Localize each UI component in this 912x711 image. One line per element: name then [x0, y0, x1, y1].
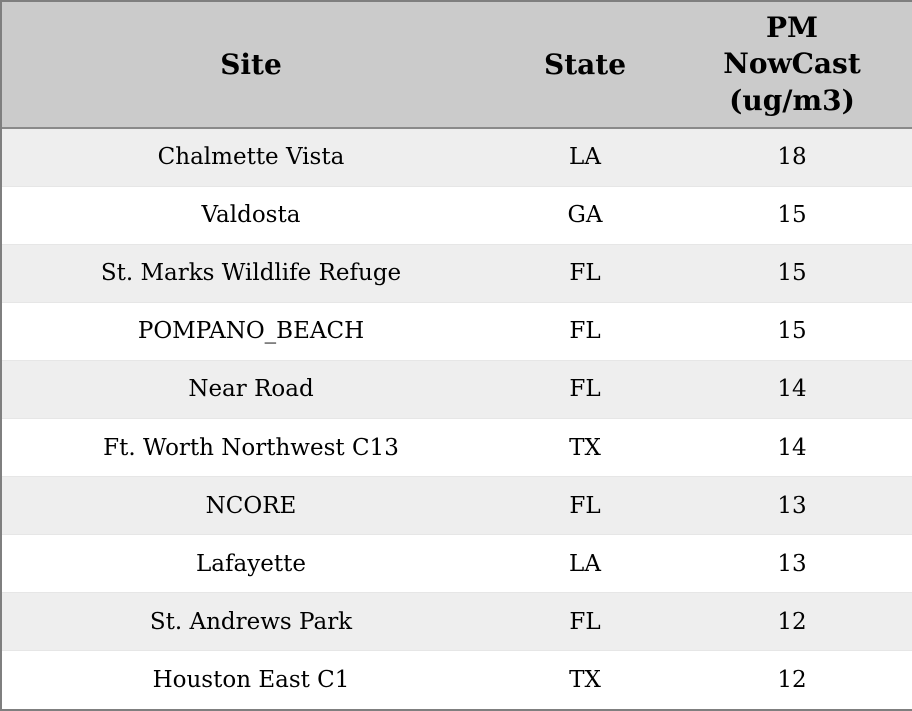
- cell-pm-nowcast: 12: [670, 592, 912, 652]
- cell-state: FL: [500, 244, 670, 303]
- cell-pm-nowcast: 14: [670, 418, 912, 478]
- table-row: Lafayette LA 13: [2, 534, 912, 594]
- table-row: St. Andrews Park FL 12: [2, 592, 912, 652]
- cell-pm-nowcast: 12: [777, 667, 807, 694]
- table-row: POMPANO_BEACH FL 15: [2, 302, 912, 361]
- column-header-site: Site: [2, 2, 500, 129]
- cell-state: FL: [500, 592, 670, 652]
- table-row: Ft. Worth Northwest C13 TX 14: [2, 418, 912, 478]
- cell-pm-nowcast: 15: [670, 244, 912, 303]
- table-row: Near Road FL 14: [2, 360, 912, 419]
- cell-site: NCORE: [2, 476, 500, 536]
- cell-state: LA: [500, 534, 670, 594]
- table-header: Site State PM NowCast (ug/m3): [2, 2, 912, 129]
- cell-state: TX: [500, 418, 670, 478]
- cell-state: TX: [569, 667, 601, 694]
- cell-pm-nowcast: 13: [670, 476, 912, 536]
- column-header-pm-nowcast-label: PM NowCast (ug/m3): [723, 10, 861, 117]
- cell-state: FL: [500, 476, 670, 536]
- table-row: Houston East C1 TX 12: [2, 650, 912, 709]
- cell-site: St. Marks Wildlife Refuge: [2, 244, 500, 303]
- cell-site: Near Road: [2, 360, 500, 419]
- cell-pm-nowcast: 18: [670, 128, 912, 187]
- column-header-state: State: [500, 2, 670, 129]
- table-row: Chalmette Vista LA 18: [2, 128, 912, 187]
- table-row: NCORE FL 13: [2, 476, 912, 536]
- table-row: Valdosta GA 15: [2, 186, 912, 245]
- cell-pm-nowcast: 13: [670, 534, 912, 594]
- cell-pm-nowcast: 15: [670, 302, 912, 361]
- cell-site: Chalmette Vista: [2, 128, 500, 187]
- table-row: St. Marks Wildlife Refuge FL 15: [2, 244, 912, 303]
- header-row: Site State PM NowCast (ug/m3): [2, 2, 912, 129]
- cell-pm-nowcast: 14: [670, 360, 912, 419]
- cell-site: Valdosta: [2, 186, 500, 245]
- cell-state: FL: [500, 360, 670, 419]
- cell-state: FL: [500, 302, 670, 361]
- cell-state: LA: [500, 128, 670, 187]
- cell-pm-nowcast: 15: [670, 186, 912, 245]
- cell-site: St. Andrews Park: [2, 592, 500, 652]
- cell-site: Lafayette: [2, 534, 500, 594]
- table-body: Chalmette Vista LA 18 Valdosta GA 15 St. Marks…: [2, 128, 912, 709]
- cell-site: Houston East C1: [152, 667, 350, 694]
- cell-site: Ft. Worth Northwest C13: [2, 418, 500, 478]
- cell-site: POMPANO_BEACH: [2, 302, 500, 361]
- cell-state: GA: [500, 186, 670, 245]
- column-header-pm-nowcast: PM NowCast (ug/m3): [670, 2, 912, 129]
